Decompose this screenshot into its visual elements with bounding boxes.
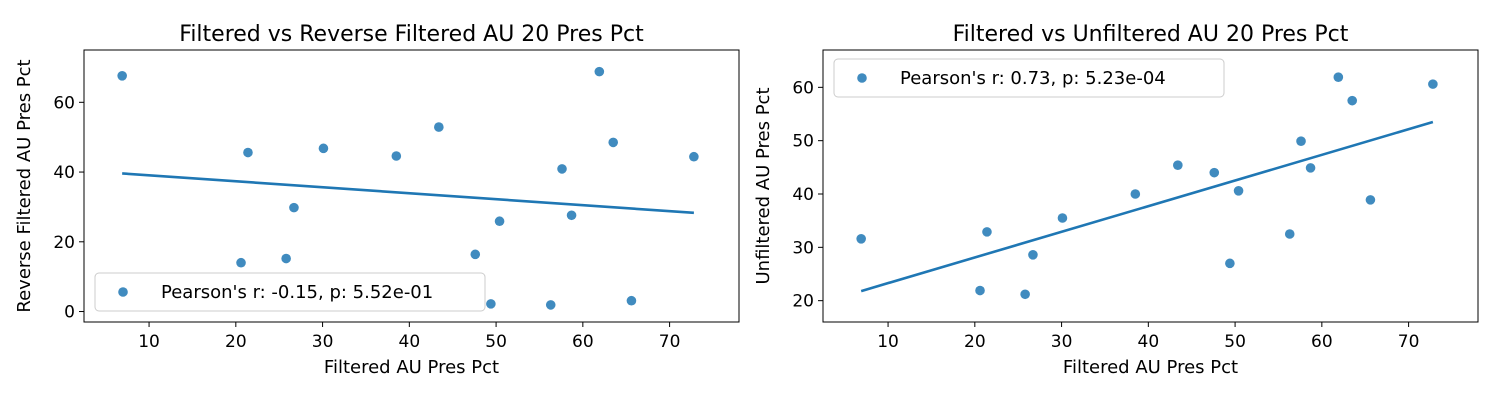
- x-tick-label: 40: [1138, 332, 1160, 352]
- x-tick-label: 20: [964, 332, 986, 352]
- legend-marker: [118, 287, 128, 297]
- y-tick-label: 0: [64, 303, 75, 323]
- data-point: [470, 249, 481, 260]
- chart-panel-right: Filtered vs Unfiltered AU 20 Pres Pct 10 2…: [753, 22, 1479, 378]
- data-point: [1225, 258, 1235, 269]
- data-point: [545, 300, 556, 310]
- data-point: [594, 66, 605, 77]
- legend-box: [94, 272, 486, 312]
- x-tick-label: 70: [1398, 332, 1420, 352]
- chart-title: Filtered vs Unfiltered AU 20 Pres Pct: [953, 22, 1349, 47]
- plot-frame: [822, 49, 1479, 323]
- data-point: [1028, 250, 1038, 260]
- legend-label: Pearson's r: -0.15, p: 5.52e-01: [161, 282, 433, 303]
- data-point: [1209, 167, 1220, 178]
- data-point: [236, 257, 246, 268]
- y-tick-label: 20: [53, 233, 75, 253]
- x-tick-label: 60: [1311, 332, 1333, 352]
- x-tick-label: 60: [572, 332, 594, 352]
- legend-marker: [857, 73, 867, 83]
- data-point: [1233, 186, 1244, 196]
- data-point: [608, 137, 619, 148]
- x-tick-label: 50: [1224, 332, 1246, 352]
- y-tick-label: 30: [792, 238, 814, 258]
- data-point: [1296, 136, 1306, 146]
- data-point: [982, 227, 992, 237]
- data-point: [117, 71, 127, 81]
- data-point: [1020, 289, 1030, 300]
- data-point: [486, 299, 496, 309]
- x-axis-label: Filtered AU Pres Pct: [324, 357, 499, 378]
- chart-panel-left: Filtered vs Reverse Filtered AU 20 Pres …: [14, 22, 740, 378]
- plot-frame: [83, 49, 740, 323]
- data-point: [1173, 160, 1183, 170]
- data-point: [289, 202, 299, 213]
- data-point: [494, 216, 505, 227]
- x-tick-label: 10: [877, 332, 899, 352]
- data-point: [1365, 195, 1376, 205]
- data-point: [566, 210, 577, 221]
- data-point: [557, 164, 567, 174]
- data-point: [1347, 95, 1358, 106]
- data-point: [975, 285, 985, 296]
- data-point: [626, 295, 637, 306]
- data-point: [689, 151, 699, 162]
- x-tick-label: 50: [485, 332, 507, 352]
- data-point: [243, 147, 253, 158]
- data-point: [1333, 72, 1344, 82]
- y-tick-label: 60: [53, 93, 75, 113]
- x-tick-label: 40: [399, 332, 421, 352]
- y-tick-label: 60: [792, 78, 814, 98]
- chart-title: Filtered vs Reverse Filtered AU 20 Pres …: [179, 22, 644, 47]
- regression-line: [860, 120, 1434, 293]
- x-tick-label: 30: [1051, 332, 1073, 352]
- regression-line: [122, 172, 694, 215]
- y-axis-label: Unfiltered AU Pres Pct: [753, 87, 774, 284]
- y-tick-label: 40: [53, 163, 75, 183]
- y-tick-label: 50: [792, 132, 814, 152]
- data-point: [1428, 79, 1438, 89]
- data-point: [434, 122, 444, 132]
- y-tick-label: 40: [792, 185, 814, 205]
- data-point: [1305, 163, 1316, 173]
- data-point: [391, 151, 402, 161]
- x-tick-label: 30: [312, 332, 334, 352]
- data-point: [281, 253, 291, 264]
- x-tick-label: 70: [659, 332, 681, 352]
- data-point: [1284, 229, 1295, 239]
- y-axis-label: Reverse Filtered AU Pres Pct: [14, 59, 35, 312]
- data-point: [856, 234, 866, 244]
- x-tick-label: 10: [138, 332, 160, 352]
- y-tick-label: 20: [792, 292, 814, 312]
- legend-box: [833, 58, 1225, 98]
- x-axis-label: Filtered AU Pres Pct: [1063, 357, 1238, 378]
- legend-label: Pearson's r: 0.73, p: 5.23e-04: [900, 68, 1166, 89]
- data-point: [318, 143, 329, 154]
- x-tick-label: 20: [225, 332, 247, 352]
- data-point: [1057, 213, 1068, 223]
- data-point: [1130, 189, 1141, 199]
